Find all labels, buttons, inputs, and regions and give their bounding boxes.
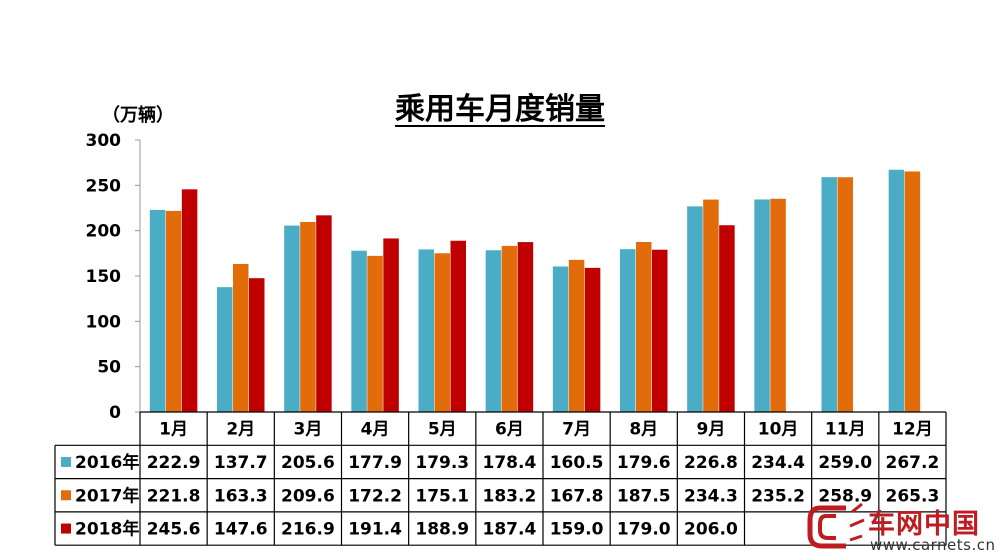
- data-label: 183.2: [483, 486, 537, 506]
- bar-2016年-12月: [888, 169, 905, 412]
- data-label: 209.6: [281, 486, 335, 506]
- data-label: 222.9: [147, 453, 201, 473]
- data-label: 267.2: [886, 453, 940, 473]
- x-tick-label: 5月: [428, 420, 457, 440]
- watermark-url: www.carnets.cn: [870, 536, 996, 554]
- data-label: 235.2: [751, 486, 805, 506]
- legend-key-2016年: [61, 456, 71, 467]
- x-tick-label: 7月: [562, 420, 591, 440]
- x-tick-label: 6月: [495, 420, 524, 440]
- legend-label: 2017年: [75, 485, 139, 506]
- data-label: 258.9: [818, 486, 872, 506]
- x-tick-label: 11月: [825, 420, 866, 440]
- data-label: 226.8: [684, 453, 738, 473]
- data-label: 172.2: [348, 486, 402, 506]
- data-label: 160.5: [550, 453, 604, 473]
- bar-2017年-7月: [568, 259, 585, 412]
- bar-2018年-3月: [316, 215, 332, 412]
- y-tick-label: 150: [86, 267, 122, 287]
- data-label: 167.8: [550, 486, 604, 506]
- bar-2016年-1月: [149, 209, 166, 412]
- data-label: 179.6: [617, 453, 671, 473]
- bar-2018年-6月: [517, 242, 534, 412]
- bar-2018年-5月: [450, 240, 466, 412]
- data-label: 179.3: [415, 453, 469, 473]
- data-label: 175.1: [415, 486, 469, 506]
- bar-2016年-7月: [552, 266, 569, 412]
- bar-2018年-2月: [249, 278, 265, 412]
- bar-2017年-9月: [703, 199, 719, 412]
- bar-2017年-12月: [904, 171, 921, 412]
- data-label: 191.4: [348, 520, 402, 540]
- carnets-logo-icon: [807, 502, 865, 549]
- x-tick-label: 12月: [892, 420, 933, 440]
- bar-2017年-8月: [636, 242, 652, 412]
- bar-2016年-5月: [418, 249, 434, 412]
- bar-2018年-1月: [181, 189, 198, 412]
- bar-2016年-3月: [284, 225, 300, 412]
- legend-label: 2018年: [75, 519, 139, 540]
- data-label: 147.6: [214, 520, 268, 540]
- y-tick-label: 300: [86, 131, 122, 151]
- data-label: 259.0: [818, 453, 872, 473]
- bar-2018年-7月: [584, 267, 601, 412]
- data-label: 234.3: [684, 486, 738, 506]
- legend-key-2018年: [61, 523, 71, 534]
- bar-2017年-4月: [367, 255, 383, 412]
- bar-2017年-6月: [501, 245, 518, 412]
- y-axis-label: （万辆）: [102, 105, 174, 126]
- x-tick-label: 9月: [696, 420, 725, 440]
- x-tick-label: 2月: [226, 420, 255, 440]
- bar-2016年-8月: [620, 249, 636, 412]
- data-label: 221.8: [147, 486, 201, 506]
- data-label: 187.5: [617, 486, 671, 506]
- bar-2018年-9月: [719, 225, 735, 412]
- x-tick-label: 8月: [629, 420, 658, 440]
- x-tick-label: 1月: [159, 420, 188, 440]
- y-tick-label: 0: [109, 403, 121, 423]
- y-tick-label: 100: [86, 312, 122, 332]
- bar-2017年-11月: [837, 177, 853, 412]
- legend-key-2017年: [61, 490, 71, 501]
- x-tick-label: 10月: [758, 420, 799, 440]
- data-label: 187.4: [483, 520, 537, 540]
- bar-2016年-4月: [351, 250, 367, 412]
- bar-2017年-2月: [233, 263, 249, 412]
- watermark-name: 车网中国: [868, 509, 980, 540]
- data-label: 245.6: [147, 520, 201, 540]
- bar-2016年-9月: [687, 206, 703, 412]
- bar-2017年-10月: [770, 198, 786, 412]
- x-tick-label: 4月: [361, 420, 390, 440]
- data-label: 159.0: [550, 520, 604, 540]
- data-label: 177.9: [348, 453, 402, 473]
- data-label: 188.9: [415, 520, 469, 540]
- data-label: 179.0: [617, 520, 671, 540]
- data-label: 265.3: [886, 486, 940, 506]
- bar-2017年-1月: [165, 210, 182, 412]
- bar-2016年-6月: [485, 250, 502, 412]
- y-tick-label: 50: [97, 358, 121, 378]
- data-label: 163.3: [214, 486, 268, 506]
- y-tick-label: 250: [86, 176, 122, 196]
- bar-2018年-4月: [383, 238, 399, 412]
- bar-2017年-3月: [300, 221, 316, 412]
- data-label: 206.0: [684, 520, 738, 540]
- data-label: 178.4: [483, 453, 537, 473]
- bar-2016年-11月: [821, 177, 837, 412]
- chart-title: 乘用车月度销量: [395, 92, 605, 127]
- data-label: 234.4: [751, 453, 805, 473]
- legend-label: 2016年: [75, 452, 139, 473]
- y-tick-label: 200: [86, 222, 122, 242]
- bar-2017年-5月: [434, 253, 450, 412]
- watermark: 车网中国 www.carnets.cn: [806, 500, 996, 556]
- bar-2016年-10月: [754, 199, 770, 412]
- bar-2016年-2月: [217, 287, 233, 412]
- data-label: 205.6: [281, 453, 335, 473]
- data-label: 137.7: [214, 453, 268, 473]
- bar-2018年-8月: [652, 249, 668, 412]
- x-tick-label: 3月: [293, 420, 322, 440]
- data-label: 216.9: [281, 520, 335, 540]
